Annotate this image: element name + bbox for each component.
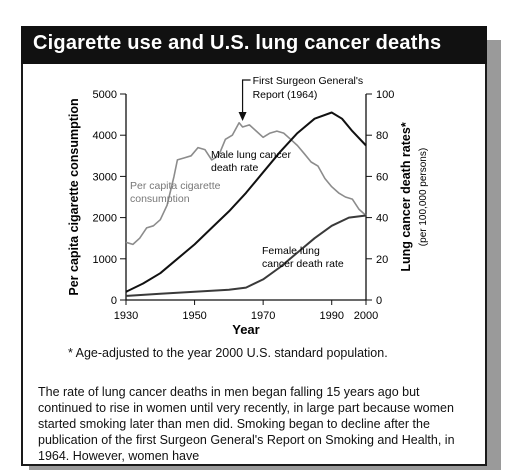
female-death-rate-label: Female lung xyxy=(262,245,320,257)
x-axis-label: Year xyxy=(232,322,259,337)
body-paragraph: The rate of lung cancer deaths in men be… xyxy=(38,385,455,463)
left-tick-label: 4000 xyxy=(93,130,117,142)
right-tick-label: 0 xyxy=(376,295,382,307)
right-axis-label: Lung cancer death rates* xyxy=(399,122,413,271)
left-tick-label: 5000 xyxy=(93,89,117,101)
male-death-rate-label: Male lung cancer xyxy=(211,149,291,161)
left-tick-label: 0 xyxy=(111,295,117,307)
figure-frame xyxy=(21,26,487,466)
female-death-rate-label: cancer death rate xyxy=(262,258,344,270)
male-death-rate-line xyxy=(125,111,367,293)
annotation-arrow-shaft xyxy=(241,79,251,114)
x-tick-label: 1950 xyxy=(182,310,206,322)
right-tick-label: 100 xyxy=(376,89,394,101)
annotation-arrow-head xyxy=(238,112,247,121)
annotation-label: First Surgeon General's xyxy=(253,75,364,87)
left-axis-label: Per capita cigarette consumption xyxy=(67,98,81,295)
right-tick-label: 80 xyxy=(376,130,388,142)
consumption-label: consumption xyxy=(130,193,190,205)
right-axis-sublabel: (per 100,000 persons) xyxy=(418,148,429,246)
x-tick-label: 1990 xyxy=(319,310,343,322)
right-tick-label: 20 xyxy=(376,254,388,266)
right-tick-label: 60 xyxy=(376,171,388,183)
right-tick-label: 40 xyxy=(376,213,388,225)
left-tick-label: 1000 xyxy=(93,254,117,266)
annotation-label: Report (1964) xyxy=(253,89,318,101)
title-bar: Cigarette use and U.S. lung cancer death… xyxy=(21,26,487,64)
x-tick-label: 1970 xyxy=(251,310,275,322)
left-tick-label: 2000 xyxy=(93,213,117,225)
consumption-line xyxy=(125,122,367,246)
chart-title: Cigarette use and U.S. lung cancer death… xyxy=(33,32,442,54)
footnote: * Age-adjusted to the year 2000 U.S. sta… xyxy=(68,346,388,360)
male-death-rate-label: death rate xyxy=(211,162,258,174)
female-death-rate-line xyxy=(125,214,367,297)
consumption-label: Per capita cigarette xyxy=(130,180,221,192)
x-tick-label: 1930 xyxy=(114,310,138,322)
x-tick-label: 2000 xyxy=(354,310,378,322)
left-tick-label: 3000 xyxy=(93,171,117,183)
